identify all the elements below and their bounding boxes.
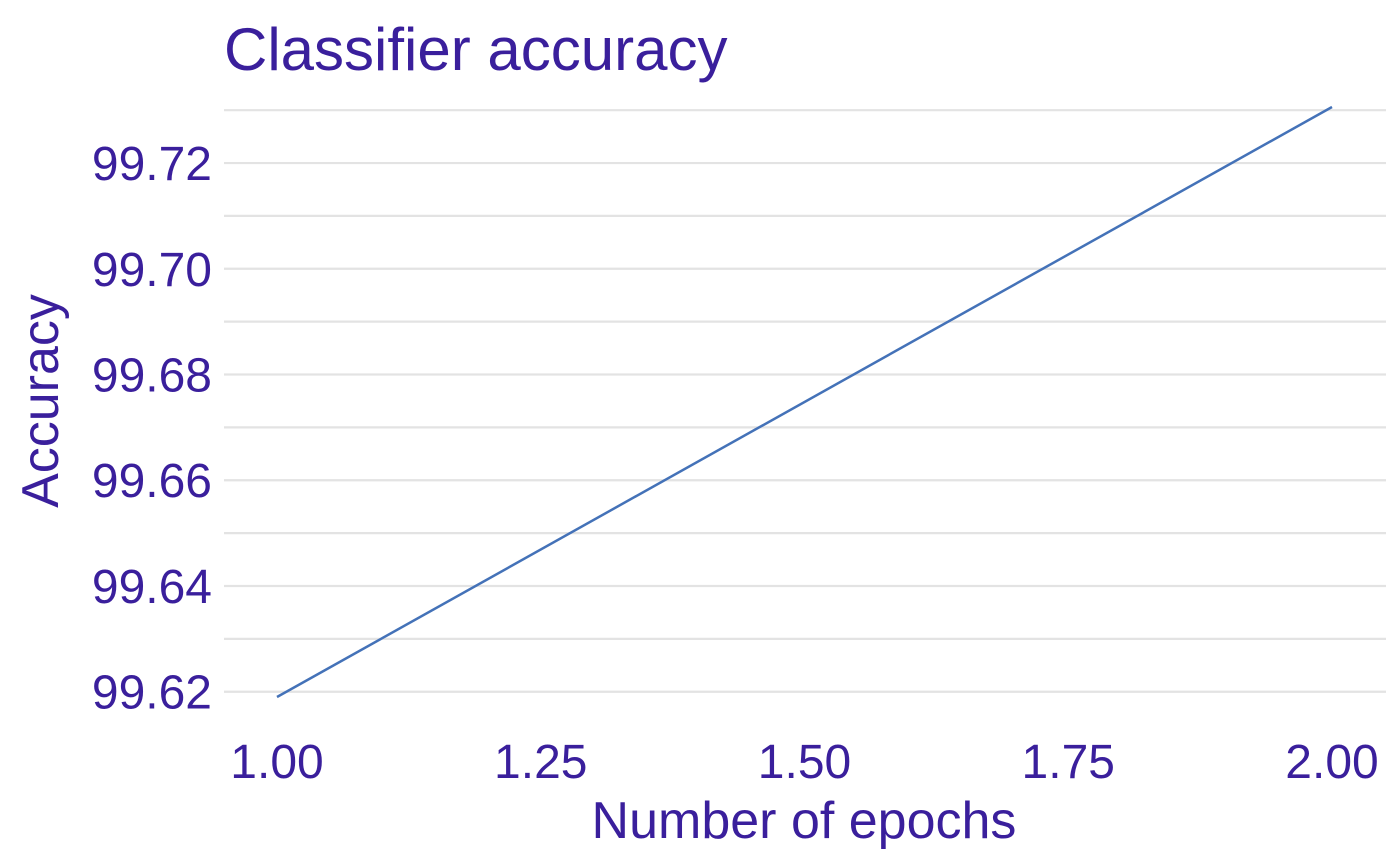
- x-tick-label: 1.00: [230, 736, 323, 789]
- x-tick-label: 2.00: [1285, 736, 1378, 789]
- grid-lines: [224, 109, 1386, 693]
- x-tick-label: 1.25: [494, 736, 587, 789]
- y-axis-tick-labels: 99.62 99.64 99.66 99.68 99.70 99.72: [92, 138, 212, 720]
- x-axis-tick-labels: 1.00 1.25 1.50 1.75 2.00: [230, 736, 1378, 789]
- y-tick-label: 99.68: [92, 350, 212, 403]
- y-tick-label: 99.64: [92, 561, 212, 614]
- y-tick-label: 99.72: [92, 138, 212, 191]
- data-series: [276, 105, 1333, 699]
- y-tick-label: 99.62: [92, 667, 212, 720]
- x-axis-label: Number of epochs: [592, 792, 1017, 850]
- y-tick-label: 99.66: [92, 455, 212, 508]
- x-tick-label: 1.50: [758, 736, 851, 789]
- chart-title: Classifier accuracy: [224, 16, 727, 83]
- y-axis-label: Accuracy: [12, 294, 70, 508]
- series-line: [276, 105, 1333, 699]
- x-tick-label: 1.75: [1022, 736, 1115, 789]
- y-tick-label: 99.70: [92, 244, 212, 297]
